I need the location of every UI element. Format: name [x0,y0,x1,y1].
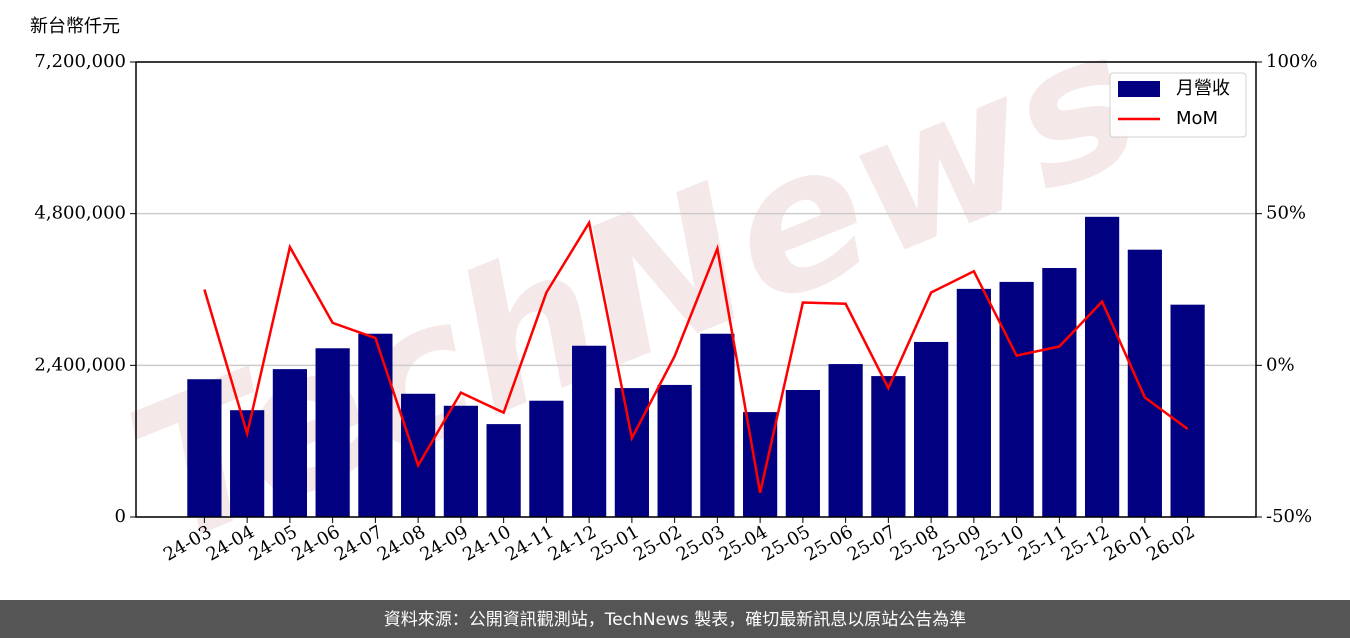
x-tick-label: 25-11 [1015,521,1070,565]
bar [871,376,906,517]
bar [956,288,991,517]
bar [272,369,307,517]
bar [486,424,521,517]
bar [828,364,863,517]
bar [999,281,1034,517]
x-tick-label: 25-08 [887,521,942,565]
y-tick-label: 0 [115,506,126,527]
x-tick-label: 26-01 [1100,521,1155,565]
footer-text: 資料來源：公開資訊觀測站，TechNews 製表，確切最新訊息以原站公告為準 [384,610,966,630]
footer-band [0,600,1350,638]
bar [443,405,478,517]
line [203,219,1189,494]
bar [315,348,350,517]
legend-swatch [1118,81,1160,97]
x-tick-label: 25-12 [1058,521,1113,565]
bar [914,341,949,517]
x-tick-label: 25-02 [630,521,685,565]
y-tick-label: 4,800,000 [34,203,126,224]
x-tick-label: 26-02 [1143,521,1198,565]
y2-tick-label: 50% [1266,203,1306,224]
y2-tick-label: 0% [1266,354,1295,375]
bar [187,379,222,517]
x-tick-label: 24-08 [374,521,429,565]
y2-tick-label: -50% [1266,506,1312,527]
plot-frame [135,61,1257,518]
bar [657,384,692,517]
legend-label: MoM [1176,108,1218,129]
y-tick-label: 2,400,000 [34,354,126,375]
bar [1170,304,1205,517]
x-tick-label: 25-09 [929,521,984,565]
bar [358,333,393,517]
bar [614,388,649,517]
x-tick-label: 25-10 [972,521,1027,565]
bar [1042,268,1077,517]
x-tick-label: 24-07 [331,521,386,565]
bar [1085,216,1120,517]
x-tick-label: 25-03 [673,521,728,565]
bar [401,393,436,517]
x-tick-label: 25-05 [758,521,813,565]
x-tick-label: 24-12 [545,521,600,565]
x-tick-label: 25-01 [587,521,642,565]
y-axis-label: 新台幣仟元 [30,16,120,37]
bar [230,410,265,517]
x-tick-label: 25-07 [844,521,899,565]
legend-label: 月營收 [1176,78,1230,99]
bar [785,389,820,517]
bar [1127,249,1162,517]
x-tick-label: 24-10 [459,521,514,565]
y2-tick-label: 100% [1266,51,1317,72]
x-tick-label: 25-06 [801,521,856,565]
bar [700,333,735,517]
y-tick-label: 7,200,000 [34,51,126,72]
x-tick-label: 25-04 [716,521,771,565]
bar [529,400,564,517]
x-tick-label: 24-09 [416,521,471,565]
bar [572,345,607,517]
x-tick-label: 24-11 [502,521,557,565]
